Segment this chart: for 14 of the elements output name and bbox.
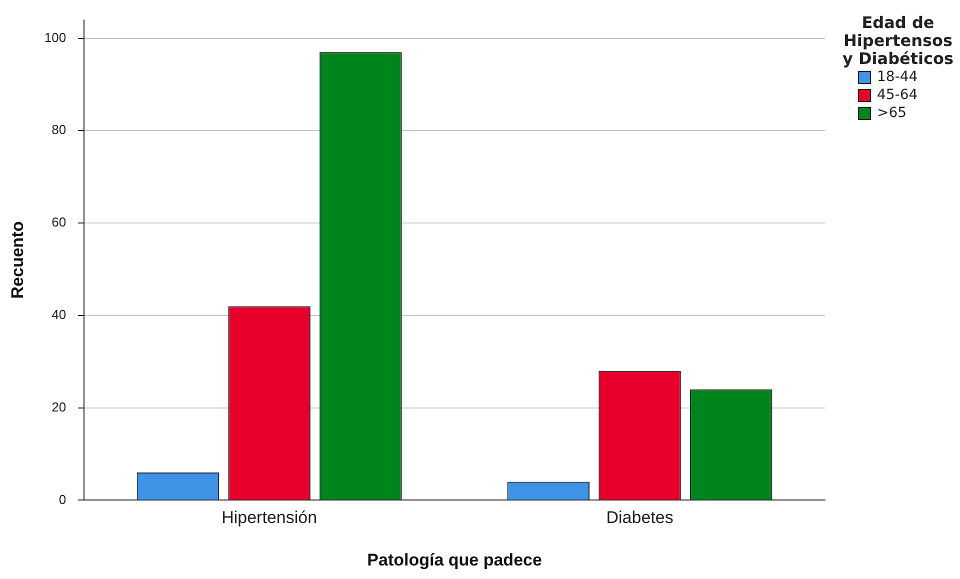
y-tick-label: 20: [52, 399, 66, 414]
x-tick-label: Diabetes: [606, 508, 674, 528]
legend-label: 18-44: [877, 69, 918, 85]
y-axis-title: Recuento: [8, 221, 27, 299]
y-tick-label: 40: [52, 307, 66, 322]
y-tick-label: 80: [52, 122, 66, 138]
legend-label: 45-64: [877, 87, 918, 103]
legend-title: Edad de Hipertensos y Diabéticos: [842, 13, 954, 68]
legend-label: >65: [877, 105, 907, 121]
y-tick-label: 0: [58, 492, 66, 507]
y-tick-label: 100: [44, 30, 66, 45]
y-tick-label: 60: [52, 214, 66, 230]
x-axis-title: Patología que padece: [367, 550, 542, 570]
x-tick-label: Hipertensión: [222, 508, 318, 528]
